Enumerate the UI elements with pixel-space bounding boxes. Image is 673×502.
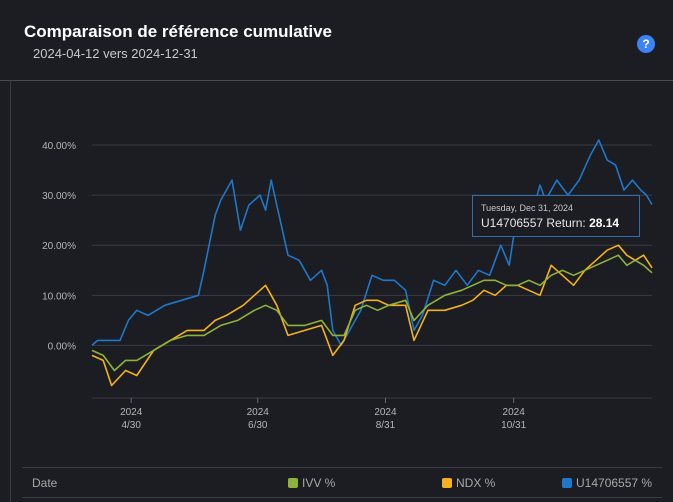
x-tick-date: 10/31 bbox=[501, 420, 526, 431]
header-divider bbox=[0, 80, 673, 81]
chart-header: Comparaison de référence cumulative 2024… bbox=[0, 0, 673, 80]
x-tick-date: 6/30 bbox=[248, 420, 268, 431]
help-icon[interactable]: ? bbox=[637, 35, 655, 53]
legend-divider-top bbox=[22, 467, 662, 468]
y-tick-label: 40.00% bbox=[42, 141, 76, 152]
legend-label-ndx: NDX % bbox=[456, 476, 496, 490]
series-line-u14706557 bbox=[91, 139, 653, 347]
x-tick-year: 2024 bbox=[120, 407, 143, 418]
x-tick-date: 8/31 bbox=[376, 420, 396, 431]
x-tick-year: 2024 bbox=[503, 407, 526, 418]
y-tick-label: 10.00% bbox=[42, 291, 76, 302]
legend-item-ivv[interactable]: IVV % bbox=[288, 476, 335, 490]
x-tick-year: 2024 bbox=[374, 407, 397, 418]
legend-label-account: U14706557 % bbox=[576, 476, 653, 490]
cumulative-return-chart[interactable]: 40.00% 30.00% 20.00% 10.00% 0.00% 2024 4/30 202… bbox=[0, 80, 673, 450]
legend-item-ndx[interactable]: NDX % bbox=[442, 476, 495, 490]
legend-label-ivv: IVV % bbox=[302, 476, 336, 490]
legend-swatch-ndx bbox=[442, 478, 452, 488]
date-range-subtitle: 2024-04-12 vers 2024-12-31 bbox=[33, 46, 198, 61]
legend-date-label: Date bbox=[32, 476, 58, 490]
x-tick-date: 4/30 bbox=[121, 420, 141, 431]
tooltip-date: Tuesday, Dec 31, 2024 bbox=[481, 203, 574, 213]
series-line-ndx bbox=[91, 244, 653, 387]
tooltip-value: U14706557 Return: 28.14 bbox=[481, 216, 619, 230]
y-tick-label: 30.00% bbox=[42, 191, 76, 202]
tooltip-label: U14706557 Return: bbox=[481, 216, 590, 230]
legend-swatch-account bbox=[562, 478, 572, 488]
panel-border bbox=[10, 80, 11, 502]
x-tick-year: 2024 bbox=[247, 407, 270, 418]
chart-tooltip: Tuesday, Dec 31, 2024 U14706557 Return: … bbox=[472, 195, 640, 237]
y-tick-label: 0.00% bbox=[48, 341, 76, 352]
y-tick-label: 20.00% bbox=[42, 241, 76, 252]
series-line-ivv bbox=[91, 254, 653, 372]
tooltip-number: 28.14 bbox=[589, 216, 620, 230]
legend-divider-bottom bbox=[22, 497, 662, 498]
legend-swatch-ivv bbox=[288, 478, 298, 488]
legend-row: Date IVV % NDX % U14706557 % bbox=[22, 468, 662, 497]
chart-title: Comparaison de référence cumulative bbox=[24, 22, 333, 41]
legend-item-account[interactable]: U14706557 % bbox=[562, 476, 652, 490]
